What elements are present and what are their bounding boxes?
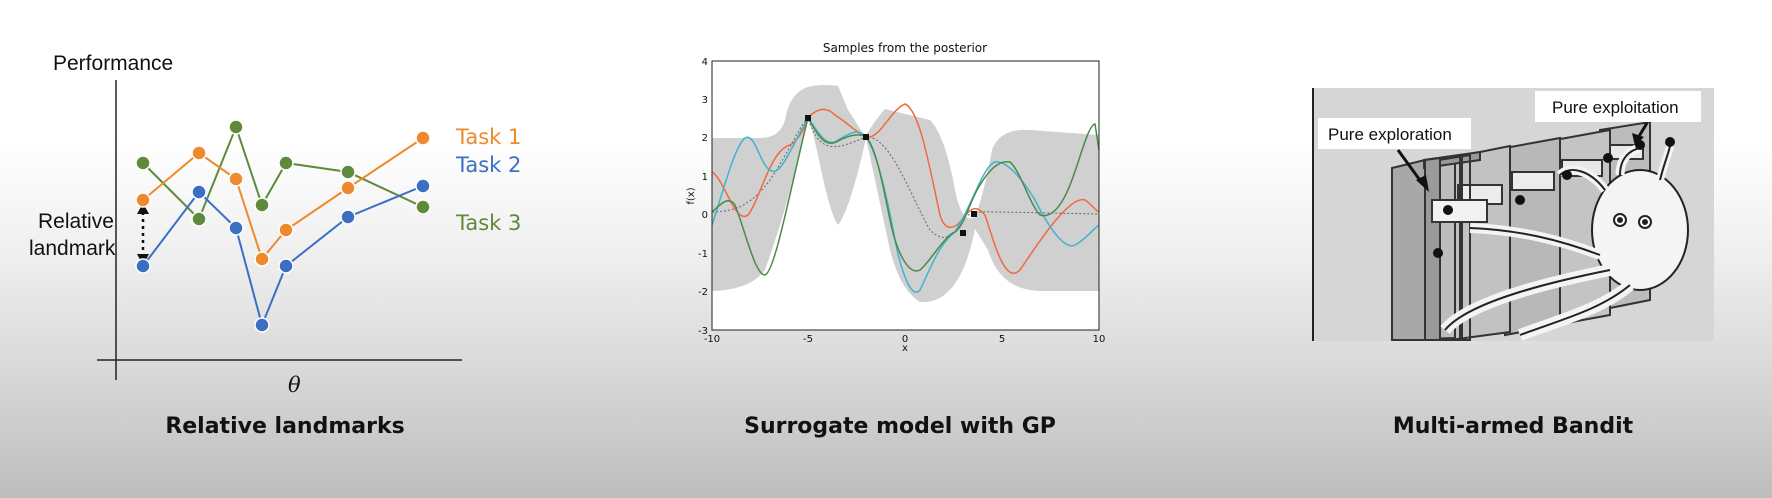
task2-markers	[135, 178, 431, 333]
task1-markers	[135, 130, 431, 267]
x-tick-label: -5	[803, 334, 813, 345]
gp-y-tick-labels: 4 3 2 1 0 -1 -2 -3	[698, 57, 708, 337]
pure-exploitation-label: Pure exploitation	[1552, 98, 1679, 117]
relative-landmark-label-line1: Relative	[38, 210, 114, 233]
landmarks-diagram: Performance θ Relative landmark	[29, 52, 521, 397]
exploration-arrow	[1396, 149, 1429, 192]
y-tick-label: 2	[702, 133, 708, 144]
y-tick-label: -2	[698, 287, 708, 298]
y-tick-label: -3	[698, 326, 708, 337]
pure-exploration-label: Pure exploration	[1328, 125, 1452, 144]
x-tick-label: 10	[1093, 334, 1106, 345]
task3-legend-label: Task 3	[455, 211, 521, 235]
gp-posterior-plot: Samples from the posterior f(x) x -10 -5…	[686, 41, 1105, 354]
x-tick-label: 0	[902, 334, 908, 345]
gp-x-axis-label: x	[902, 343, 908, 354]
exploitation-label-box	[1535, 91, 1701, 122]
front-slot-machine	[1424, 154, 1488, 341]
relative-landmark-arrow	[137, 203, 149, 265]
y-tick-label: -1	[698, 249, 708, 260]
caption-surrogate-model: Surrogate model with GP	[744, 414, 1056, 439]
x-tick-label: 5	[999, 334, 1005, 345]
caption-relative-landmarks: Relative landmarks	[165, 414, 405, 439]
relative-landmark-label-line2: landmark	[29, 237, 116, 260]
y-tick-label: 0	[702, 210, 708, 221]
observation-points	[805, 115, 977, 236]
x-tick-label: -10	[704, 334, 720, 345]
y-tick-label: 3	[702, 95, 708, 106]
caption-multi-armed-bandit: Multi-armed Bandit	[1392, 414, 1634, 439]
bandit-illustration: Pure exploration Pure exploitation	[1312, 88, 1714, 342]
plot-frame	[711, 60, 1100, 331]
gp-y-axis-label: f(x)	[686, 187, 697, 204]
task3-line	[142, 124, 424, 221]
task2-line	[142, 185, 424, 329]
exploration-label-box	[1318, 118, 1471, 149]
performance-axis-label: Performance	[53, 52, 173, 75]
octopus	[1440, 143, 1689, 341]
gp-plot-title: Samples from the posterior	[823, 41, 987, 55]
sample-curve-green	[711, 116, 1100, 276]
y-tick-label: 4	[702, 57, 708, 68]
lever-handles	[1433, 137, 1675, 258]
gp-x-tick-labels: -10 -5 0 5 10	[704, 334, 1106, 345]
sample-curve-red	[711, 103, 1100, 274]
theta-axis-label: θ	[288, 373, 301, 397]
confidence-band	[712, 85, 1099, 303]
task2-legend-label: Task 2	[455, 153, 521, 177]
y-tick-label: 1	[702, 172, 708, 183]
task1-legend-label: Task 1	[455, 125, 521, 149]
exploitation-arrow	[1632, 122, 1649, 146]
task3-markers	[135, 119, 431, 227]
